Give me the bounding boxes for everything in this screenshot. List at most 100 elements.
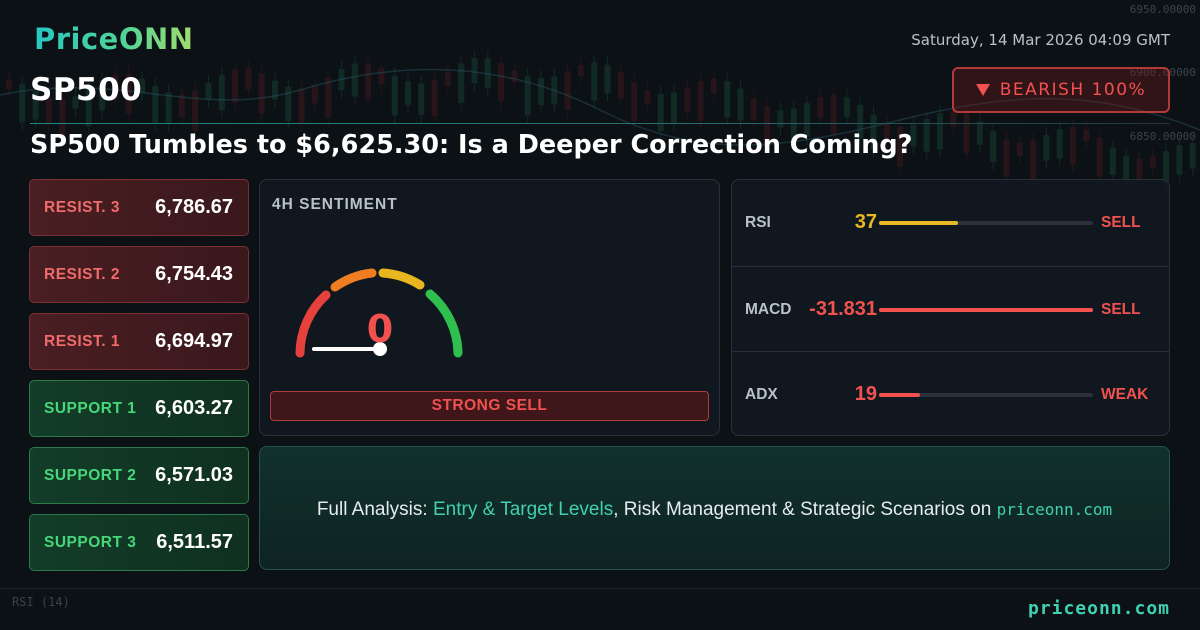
- brand-logo: PriceONN: [34, 22, 194, 56]
- bg-candle: [351, 63, 358, 97]
- bg-candle: [1016, 142, 1023, 157]
- indicator-bar-fill: [879, 393, 920, 397]
- level-label: RESIST. 1: [44, 332, 120, 350]
- level-label: RESIST. 3: [44, 198, 120, 216]
- level-support-1: SUPPORT 1 6,603.27: [29, 380, 249, 437]
- level-value: 6,603.27: [155, 397, 233, 419]
- bg-candle: [391, 75, 398, 116]
- indicator-signal: SELL: [1101, 301, 1141, 318]
- bg-candle: [178, 94, 185, 117]
- bg-candle: [298, 88, 305, 124]
- badge-label: BEARISH 100%: [999, 80, 1147, 100]
- indicators-panel: RSI 37 SELL MACD -31.831 SELL ADX 19 WEA…: [731, 179, 1170, 436]
- indicator-signal: SELL: [1101, 214, 1141, 231]
- bearish-badge: BEARISH 100%: [952, 67, 1170, 113]
- bg-candle: [1123, 155, 1130, 184]
- bg-candle: [365, 63, 372, 100]
- bg-candle: [564, 71, 571, 110]
- sentiment-gauge: 0: [295, 268, 463, 358]
- bg-candle: [418, 83, 425, 115]
- bg-candle: [1163, 151, 1170, 190]
- footer-divider: [0, 588, 1200, 589]
- footer-site-link[interactable]: priceonn.com: [1027, 598, 1170, 619]
- levels-list: RESIST. 3 6,786.67 RESIST. 2 6,754.43 RE…: [29, 179, 249, 581]
- level-value: 6,754.43: [155, 263, 233, 285]
- bg-candle: [857, 104, 864, 139]
- indicator-bar: [879, 308, 1093, 312]
- bg-candle: [923, 119, 930, 152]
- bg-candle: [165, 92, 172, 124]
- bg-candle: [1003, 139, 1010, 177]
- level-label: SUPPORT 1: [44, 399, 137, 417]
- bg-candle: [218, 74, 225, 111]
- indicator-row-macd: MACD -31.831 SELL: [732, 266, 1169, 351]
- bg-candle: [192, 90, 199, 131]
- bg-candle: [1096, 137, 1103, 177]
- indicator-signal: WEAK: [1101, 386, 1149, 403]
- bg-candle: [6, 79, 12, 90]
- level-value: 6,571.03: [155, 464, 233, 486]
- down-triangle-icon: [975, 84, 990, 96]
- bg-candle: [232, 69, 239, 103]
- bg-candle: [591, 62, 598, 101]
- bg-candle: [152, 86, 159, 123]
- indicator-bar-fill: [879, 308, 1093, 312]
- indicator-value: 19: [854, 383, 877, 405]
- promo-text: Full Analysis: Entry & Target Levels, Ri…: [260, 499, 1169, 521]
- level-label: RESIST. 2: [44, 265, 120, 283]
- bg-candle: [272, 80, 278, 100]
- bg-candle: [524, 76, 531, 116]
- sentiment-panel: 4H SENTIMENT 0 STRONG SELL: [259, 179, 720, 436]
- bg-candle: [617, 72, 624, 99]
- indicator-name: MACD: [745, 301, 792, 318]
- bg-rsi-label: RSI (14): [12, 595, 70, 609]
- indicator-name: ADX: [745, 386, 778, 403]
- bg-candle: [777, 110, 784, 128]
- level-resist-3: RESIST. 3 6,786.67: [29, 179, 249, 236]
- bg-candle: [458, 63, 465, 103]
- indicator-bar: [879, 393, 1093, 397]
- bg-candle: [1176, 145, 1183, 175]
- bg-candle: [1136, 158, 1143, 198]
- bg-candle: [790, 108, 797, 144]
- bg-candle: [657, 94, 664, 132]
- bg-candle: [99, 80, 106, 111]
- bg-candle: [139, 78, 145, 94]
- bg-candle: [1109, 147, 1116, 175]
- level-support-2: SUPPORT 2 6,571.03: [29, 447, 249, 504]
- promo-site-link[interactable]: priceonn.com: [996, 500, 1113, 519]
- bg-candle: [1030, 140, 1037, 181]
- bg-candle: [325, 77, 332, 118]
- bg-candle: [764, 106, 771, 147]
- level-value: 6,786.67: [155, 196, 233, 218]
- sentiment-verdict: STRONG SELL: [270, 391, 709, 421]
- bg-candle: [471, 58, 478, 84]
- bg-candle: [710, 78, 717, 94]
- level-label: SUPPORT 3: [44, 533, 137, 551]
- bg-axis-label: 6850.00000: [1129, 130, 1196, 143]
- bg-candle: [72, 96, 79, 109]
- promo-prefix: Full Analysis:: [316, 499, 433, 520]
- level-label: SUPPORT 2: [44, 466, 137, 484]
- bg-candle: [59, 99, 66, 139]
- indicator-value: 37: [854, 211, 877, 233]
- bg-candle: [817, 97, 824, 118]
- promo-highlight-link[interactable]: Entry & Target Levels: [432, 499, 614, 520]
- indicator-bar-fill: [879, 221, 959, 225]
- bg-candle: [631, 81, 638, 122]
- bg-candle: [205, 83, 212, 100]
- bg-candle: [378, 68, 385, 85]
- gauge-arc-red: [295, 290, 331, 358]
- indicator-name: RSI: [745, 214, 771, 231]
- bg-candle: [737, 88, 744, 121]
- bg-axis-label: 6900.00000: [1129, 66, 1196, 79]
- gauge-arc-orange: [330, 268, 377, 292]
- indicator-row-rsi: RSI 37 SELL: [732, 180, 1169, 265]
- level-support-3: SUPPORT 3 6,511.57: [29, 514, 249, 571]
- bg-candle: [498, 63, 505, 101]
- bg-candle: [431, 79, 438, 117]
- bg-candle: [870, 114, 877, 150]
- bg-candle: [311, 85, 318, 104]
- bg-candle: [897, 126, 904, 167]
- gauge-arc-yellow: [378, 268, 425, 290]
